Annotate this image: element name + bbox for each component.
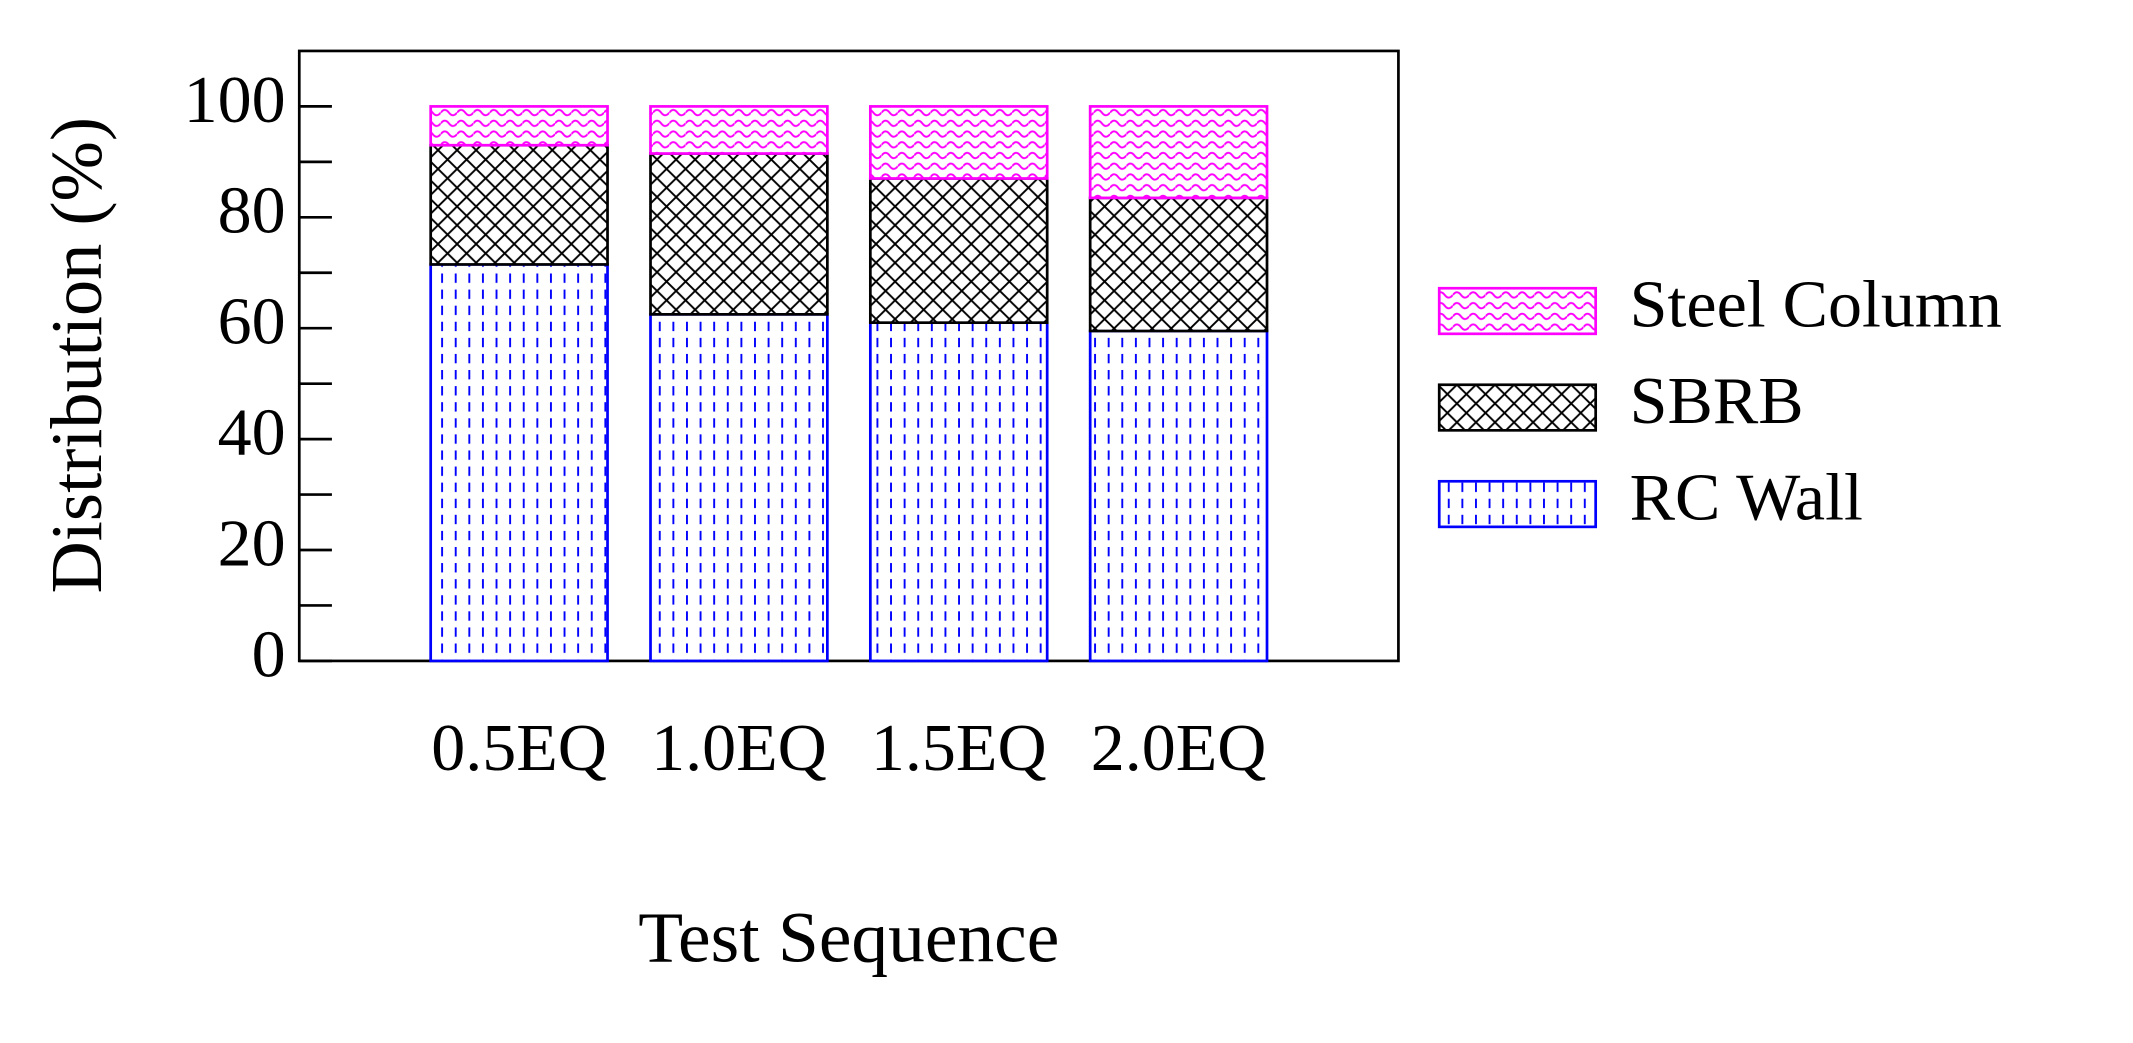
legend-swatch [1437,286,1598,336]
y-tick-label: 40 [218,395,286,469]
y-axis-title: Distribution (%) [36,117,118,593]
y-tick-label: 80 [218,173,286,247]
bar-segment [429,105,609,147]
plot-frame [297,49,1400,663]
bar-segment [649,313,829,663]
legend-label: Steel Column [1630,267,2002,341]
x-tick-label: 1.0EQ [651,711,827,785]
bar-segment [1088,105,1269,200]
x-tick-label: 0.5EQ [431,711,607,785]
y-tick-label: 20 [218,506,286,580]
bar-segment [868,105,1049,180]
legend-swatch [1437,479,1598,529]
bar-segment [868,177,1049,325]
bar-segment [1088,329,1269,663]
x-tick-label: 1.5EQ [871,711,1047,785]
bar-segment [649,105,829,155]
legend-label: SBRB [1630,363,1804,437]
x-tick-label: 2.0EQ [1091,711,1267,785]
bar-segment [868,321,1049,663]
y-tick-label: 0 [252,617,286,691]
x-axis-title: Test Sequence [638,897,1059,977]
bar-segment [429,143,609,266]
y-tick-label: 60 [218,284,286,358]
bar-segment [429,263,609,663]
bar-segment [649,152,829,316]
legend-label: RC Wall [1630,460,1863,534]
legend-swatch [1437,383,1598,432]
y-tick-label: 100 [184,62,286,136]
bar-segment [1088,196,1269,333]
